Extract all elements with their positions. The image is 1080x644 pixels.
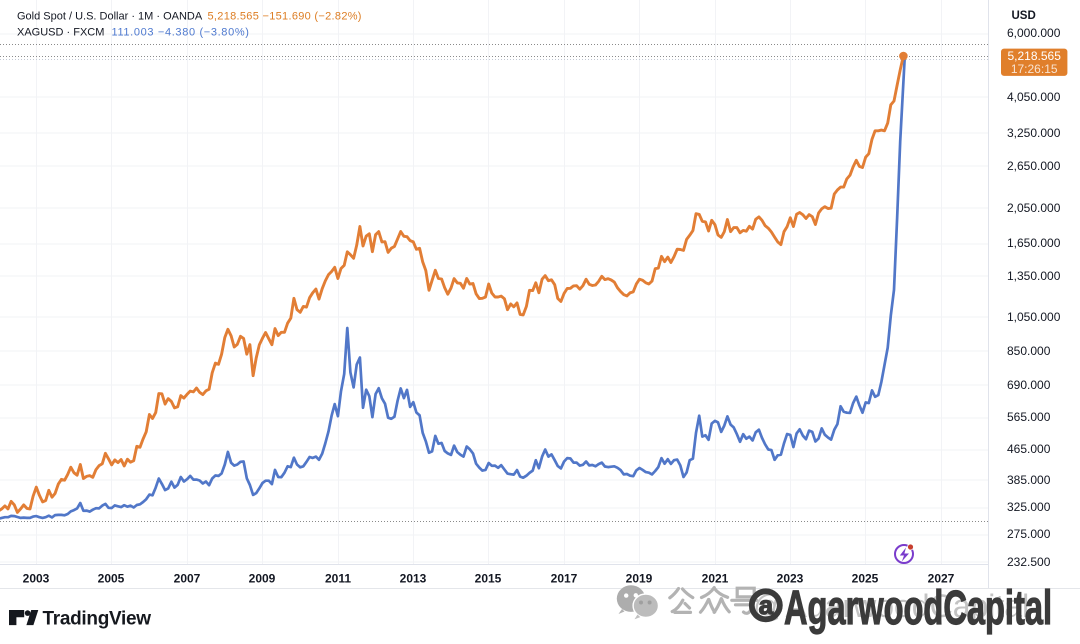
svg-text:850.000: 850.000 (1007, 344, 1051, 358)
svg-text:TradingView: TradingView (43, 609, 152, 630)
svg-text:2025: 2025 (852, 572, 879, 586)
svg-text:275.000: 275.000 (1007, 527, 1051, 541)
svg-text:690.000: 690.000 (1007, 378, 1051, 392)
svg-text:2007: 2007 (174, 572, 201, 586)
svg-text:2011: 2011 (325, 572, 351, 586)
svg-text:1,650.000: 1,650.000 (1007, 236, 1061, 250)
svg-text:5,218.565: 5,218.565 (1008, 49, 1062, 63)
svg-text:2021: 2021 (702, 572, 729, 586)
svg-text:USD: USD (1012, 10, 1036, 22)
svg-text:1,050.000: 1,050.000 (1007, 310, 1061, 324)
svg-text:2003: 2003 (23, 572, 50, 586)
svg-text:3,250.000: 3,250.000 (1007, 126, 1061, 140)
svg-text:2023: 2023 (777, 572, 804, 586)
svg-text:385.000: 385.000 (1007, 473, 1051, 487)
svg-text:111.003 −4.380 (−3.80%): 111.003 −4.380 (−3.80%) (112, 27, 250, 39)
svg-text:565.000: 565.000 (1007, 410, 1051, 424)
svg-text:6,000.000: 6,000.000 (1007, 26, 1061, 40)
svg-text:1,350.000: 1,350.000 (1007, 269, 1061, 283)
svg-text:XAGUSD · FXCM: XAGUSD · FXCM (17, 27, 104, 39)
svg-text:17:26:15: 17:26:15 (1011, 62, 1058, 76)
svg-text:Gold Spot / U.S. Dollar · 1M ·: Gold Spot / U.S. Dollar · 1M · OANDA (17, 10, 203, 22)
svg-text:2027: 2027 (928, 572, 955, 586)
svg-text:465.000: 465.000 (1007, 442, 1051, 456)
svg-text:2017: 2017 (551, 572, 578, 586)
svg-text:@AgarwoodCapital: @AgarwoodCapital (753, 588, 1029, 624)
svg-text:AgarwoodCapital: AgarwoodCapital (784, 582, 1052, 635)
svg-text:2,650.000: 2,650.000 (1007, 159, 1061, 173)
svg-text:2009: 2009 (249, 572, 276, 586)
svg-text:a: a (759, 590, 774, 620)
svg-text:325.000: 325.000 (1007, 500, 1051, 514)
svg-text:2013: 2013 (400, 572, 427, 586)
svg-text:4,050.000: 4,050.000 (1007, 90, 1061, 104)
svg-text:2005: 2005 (98, 572, 125, 586)
svg-text:2,050.000: 2,050.000 (1007, 201, 1061, 215)
svg-text:2019: 2019 (626, 572, 653, 586)
svg-text:232.500: 232.500 (1007, 555, 1051, 569)
svg-text:5,218.565 −151.690 (−2.82%): 5,218.565 −151.690 (−2.82%) (208, 10, 362, 22)
svg-text:2015: 2015 (475, 572, 502, 586)
